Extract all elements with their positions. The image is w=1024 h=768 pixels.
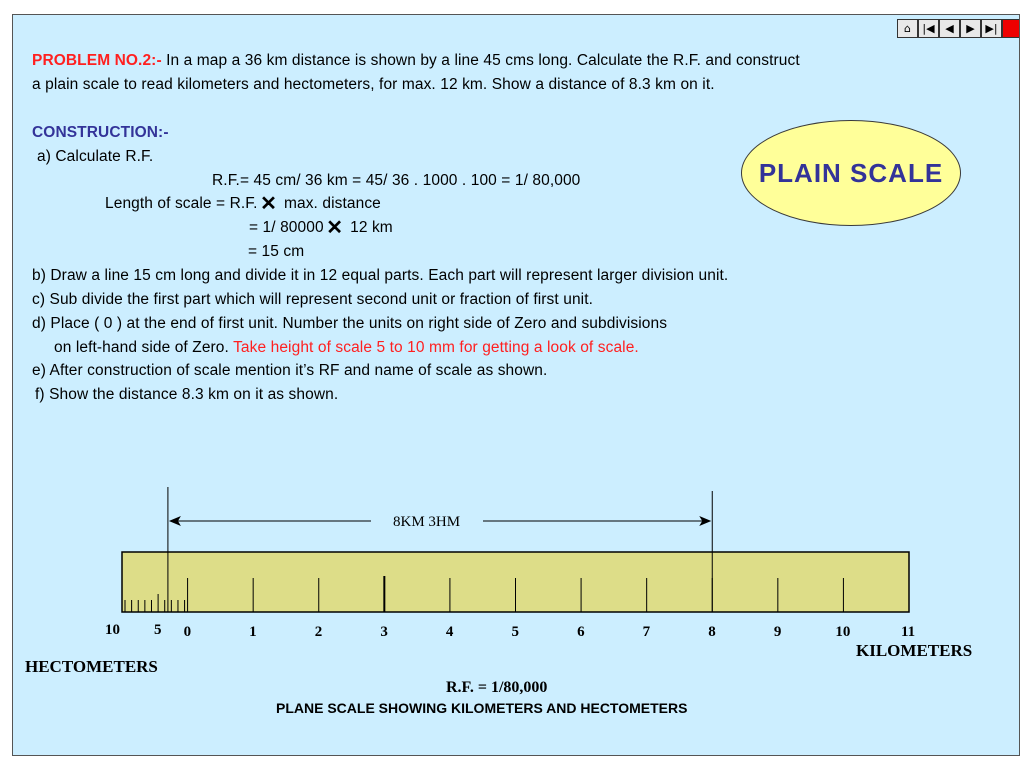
- problem-line-2: a plain scale to read kilometers and hec…: [32, 76, 715, 93]
- construction-heading: CONSTRUCTION:-: [32, 124, 169, 141]
- plain-scale-badge: PLAIN SCALE: [741, 120, 961, 226]
- km-tick-label: 4: [446, 624, 454, 640]
- problem-text-1: In a map a 36 km distance is shown by a …: [161, 52, 800, 69]
- km-tick-label: 0: [184, 624, 192, 640]
- arrowhead-right: [699, 516, 712, 526]
- slide-navigation: ⌂ |◀ ◀ ▶ ▶|: [897, 19, 1019, 38]
- rf-calculation: R.F.= 45 cm/ 36 km = 45/ 36 . 1000 . 100…: [212, 172, 581, 189]
- rf-label: R.F. = 1/80,000: [446, 679, 547, 696]
- km-tick-label: 8: [708, 624, 716, 640]
- prev-slide-icon[interactable]: ◀: [939, 19, 960, 38]
- length-step-2: = 15 cm: [248, 243, 305, 260]
- problem-label: PROBLEM NO.2:-: [32, 52, 162, 69]
- scale-caption: PLANE SCALE SHOWING KILOMETERS AND HECTO…: [276, 700, 687, 716]
- step-d-note: Take height of scale 5 to 10 mm for gett…: [233, 339, 639, 356]
- km-tick-label: 1: [249, 624, 257, 640]
- problem-line-1: PROBLEM NO.2:- In a map a 36 km distance…: [32, 52, 800, 70]
- home-icon[interactable]: ⌂: [897, 19, 918, 38]
- length-formula-post: max. distance: [279, 195, 381, 212]
- length-formula-pre: Length of scale = R.F.: [105, 195, 258, 212]
- km-tick-label: 11: [901, 624, 915, 640]
- next-slide-icon[interactable]: ▶: [960, 19, 981, 38]
- stop-icon[interactable]: [1002, 19, 1019, 38]
- km-tick-label: 7: [643, 624, 651, 640]
- step-b: b) Draw a line 15 cm long and divide it …: [32, 267, 729, 284]
- arrowhead-left: [168, 516, 181, 526]
- multiply-icon: ✕: [260, 192, 277, 215]
- hecto-tick-label: 10: [105, 622, 120, 638]
- distance-label: 8KM 3HM: [393, 514, 460, 530]
- length-step-1: = 1/ 80000 ✕ 12 km: [249, 216, 393, 239]
- first-slide-icon[interactable]: |◀: [918, 19, 939, 38]
- km-tick-label: 3: [380, 624, 388, 640]
- km-tick-label: 6: [577, 624, 585, 640]
- kilometers-label: KILOMETERS: [856, 641, 972, 660]
- hecto-tick-label: 5: [154, 622, 162, 638]
- step-e: e) After construction of scale mention i…: [32, 362, 548, 379]
- km-tick-label: 9: [774, 624, 782, 640]
- hectometers-label: HECTOMETERS: [25, 657, 158, 676]
- last-slide-icon[interactable]: ▶|: [981, 19, 1002, 38]
- km-tick-label: 10: [835, 624, 850, 640]
- plain-scale-diagram: 0 1 2 3 4 5 6 7 8 9 10 11 10 5 8KM 3HM HECTOMETERS KIL…: [25, 487, 972, 716]
- km-tick-label: 2: [315, 624, 323, 640]
- step-d-text: on left-hand side of Zero.: [54, 339, 234, 356]
- step-d-line-1: d) Place ( 0 ) at the end of first unit.…: [32, 315, 668, 332]
- multiply-icon: ✕: [326, 216, 344, 239]
- step-d-line-2: on left-hand side of Zero. Take height o…: [54, 339, 639, 357]
- badge-title: PLAIN SCALE: [758, 157, 944, 188]
- step-c: c) Sub divide the first part which will …: [32, 291, 594, 308]
- step-f: f) Show the distance 8.3 km on it as sho…: [35, 386, 339, 403]
- length-formula: Length of scale = R.F. ✕ max. distance: [105, 192, 381, 215]
- length-step-1-pre: = 1/ 80000: [249, 219, 324, 236]
- length-step-1-post: 12 km: [345, 219, 393, 236]
- step-a: a) Calculate R.F.: [37, 148, 154, 165]
- slide: ⌂ |◀ ◀ ▶ ▶| PROBLEM NO.2:- In a map a 36…: [12, 14, 1020, 756]
- km-tick-label: 5: [512, 624, 520, 640]
